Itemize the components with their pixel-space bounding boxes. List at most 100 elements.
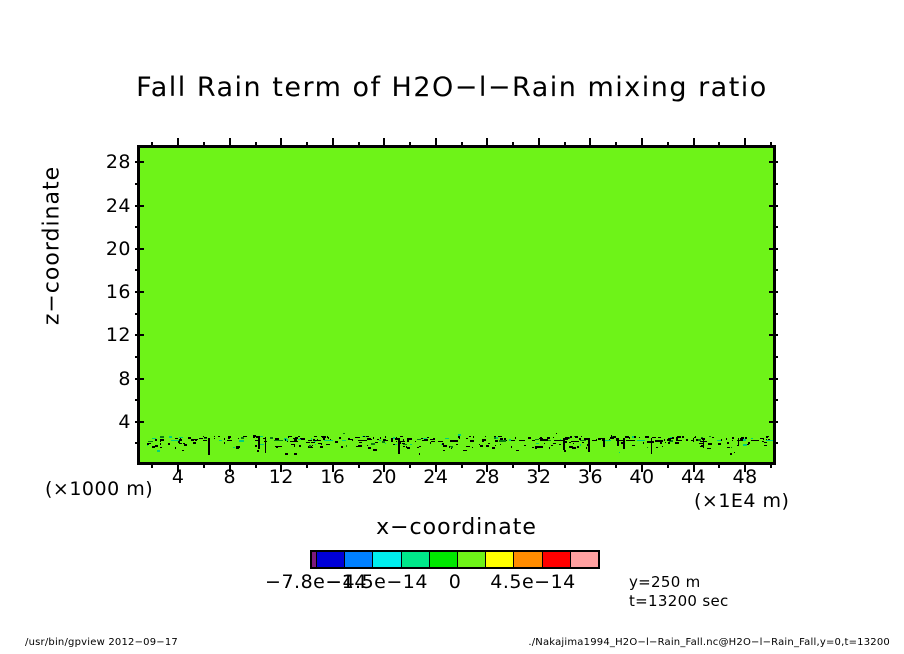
data-speck: [451, 447, 452, 449]
y-tick-major: [769, 291, 778, 294]
data-speck: [403, 444, 407, 445]
data-speck: [191, 439, 194, 441]
data-speck: [450, 439, 458, 442]
data-speck: [694, 437, 696, 438]
data-speck: [356, 437, 360, 438]
plot-area: [137, 145, 776, 465]
data-speck: [445, 438, 449, 439]
data-speck: [312, 445, 313, 446]
data-speck: [577, 446, 579, 448]
data-speck: [524, 445, 526, 446]
data-speck: [367, 438, 371, 440]
data-speck: [676, 438, 678, 440]
data-speck: [616, 439, 625, 441]
data-speck: [528, 437, 531, 439]
data-speck: [403, 446, 405, 447]
data-speck: [596, 439, 597, 441]
colorbar-segment: [312, 552, 317, 567]
data-streak: [398, 437, 400, 454]
x-tick-major: [589, 138, 592, 147]
data-speck: [287, 440, 288, 442]
data-speck: [726, 438, 727, 440]
data-speck: [708, 443, 712, 445]
y-tick-major: [769, 420, 778, 423]
data-speck: [375, 442, 378, 443]
y-tick-major: [769, 204, 778, 207]
colorbar-segment: [514, 552, 543, 567]
data-streak: [258, 437, 260, 449]
data-speck: [290, 440, 298, 442]
data-speck: [313, 439, 315, 440]
data-speck: [179, 443, 182, 444]
data-speck: [314, 441, 316, 442]
data-speck: [182, 450, 184, 451]
data-speck: [494, 437, 496, 439]
data-speck: [621, 442, 624, 444]
data-speck: [295, 437, 298, 439]
data-speck: [315, 444, 316, 445]
data-speck: [168, 443, 170, 445]
data-speck: [494, 436, 496, 437]
x-tick-major: [177, 138, 180, 147]
data-speck: [373, 449, 377, 451]
data-speck: [554, 439, 563, 441]
data-speck: [570, 436, 572, 438]
data-speck: [321, 444, 322, 445]
x-tick-label: 32: [526, 466, 552, 488]
y-tick-major: [769, 334, 778, 337]
data-speck: [707, 448, 711, 449]
data-speck: [290, 436, 292, 437]
data-speck: [219, 439, 222, 441]
data-speck: [424, 439, 428, 441]
data-speck: [421, 438, 424, 439]
x-tick-minor: [512, 142, 515, 147]
data-speck: [352, 439, 353, 441]
data-speck: [609, 439, 610, 440]
data-speck: [184, 444, 187, 446]
data-speck: [419, 446, 421, 447]
x-tick-minor: [357, 463, 360, 468]
data-speck: [385, 443, 386, 444]
footer-source: ./Nakajima1994_H2O−l−Rain_Fall.nc@H2O−l−…: [528, 637, 890, 648]
page-title: Fall Rain term of H2O−l−Rain mixing rati…: [136, 72, 768, 103]
data-speck: [443, 445, 447, 447]
data-speck: [519, 439, 525, 441]
x-tick-minor: [202, 142, 205, 147]
data-speck: [727, 442, 729, 444]
x-tick-label: 12: [268, 466, 294, 488]
x-tick-major: [280, 138, 283, 147]
data-speck: [339, 437, 341, 439]
x-tick-minor: [563, 142, 566, 147]
y-tick-minor: [135, 182, 140, 185]
data-speck: [183, 443, 185, 444]
data-speck: [764, 445, 767, 446]
data-speck: [224, 442, 225, 444]
data-speck: [193, 442, 196, 444]
y-tick-minor: [773, 442, 778, 445]
data-speck: [717, 439, 721, 441]
x-tick-major: [331, 463, 334, 472]
data-speck: [506, 440, 507, 441]
y-tick-major: [135, 334, 144, 337]
data-speck: [188, 437, 191, 439]
data-speck: [311, 438, 312, 440]
data-speck: [655, 439, 663, 442]
data-speck: [498, 436, 502, 437]
x-tick-label: 16: [320, 466, 346, 488]
data-speck: [406, 446, 407, 448]
data-speck: [730, 453, 732, 455]
y-tick-label: 28: [105, 151, 131, 174]
y-tick-major: [769, 161, 778, 164]
data-speck: [499, 439, 506, 442]
data-speck: [658, 437, 661, 438]
data-speck: [160, 439, 164, 441]
data-speck: [516, 450, 519, 451]
data-speck: [466, 446, 470, 447]
data-speck: [204, 437, 207, 439]
colorbar-segment: [570, 552, 599, 567]
data-speck: [147, 445, 148, 446]
data-speck: [396, 437, 397, 438]
slice-annotation-y: y=250 m: [629, 573, 701, 591]
data-speck: [403, 439, 404, 441]
data-speck: [764, 442, 767, 443]
